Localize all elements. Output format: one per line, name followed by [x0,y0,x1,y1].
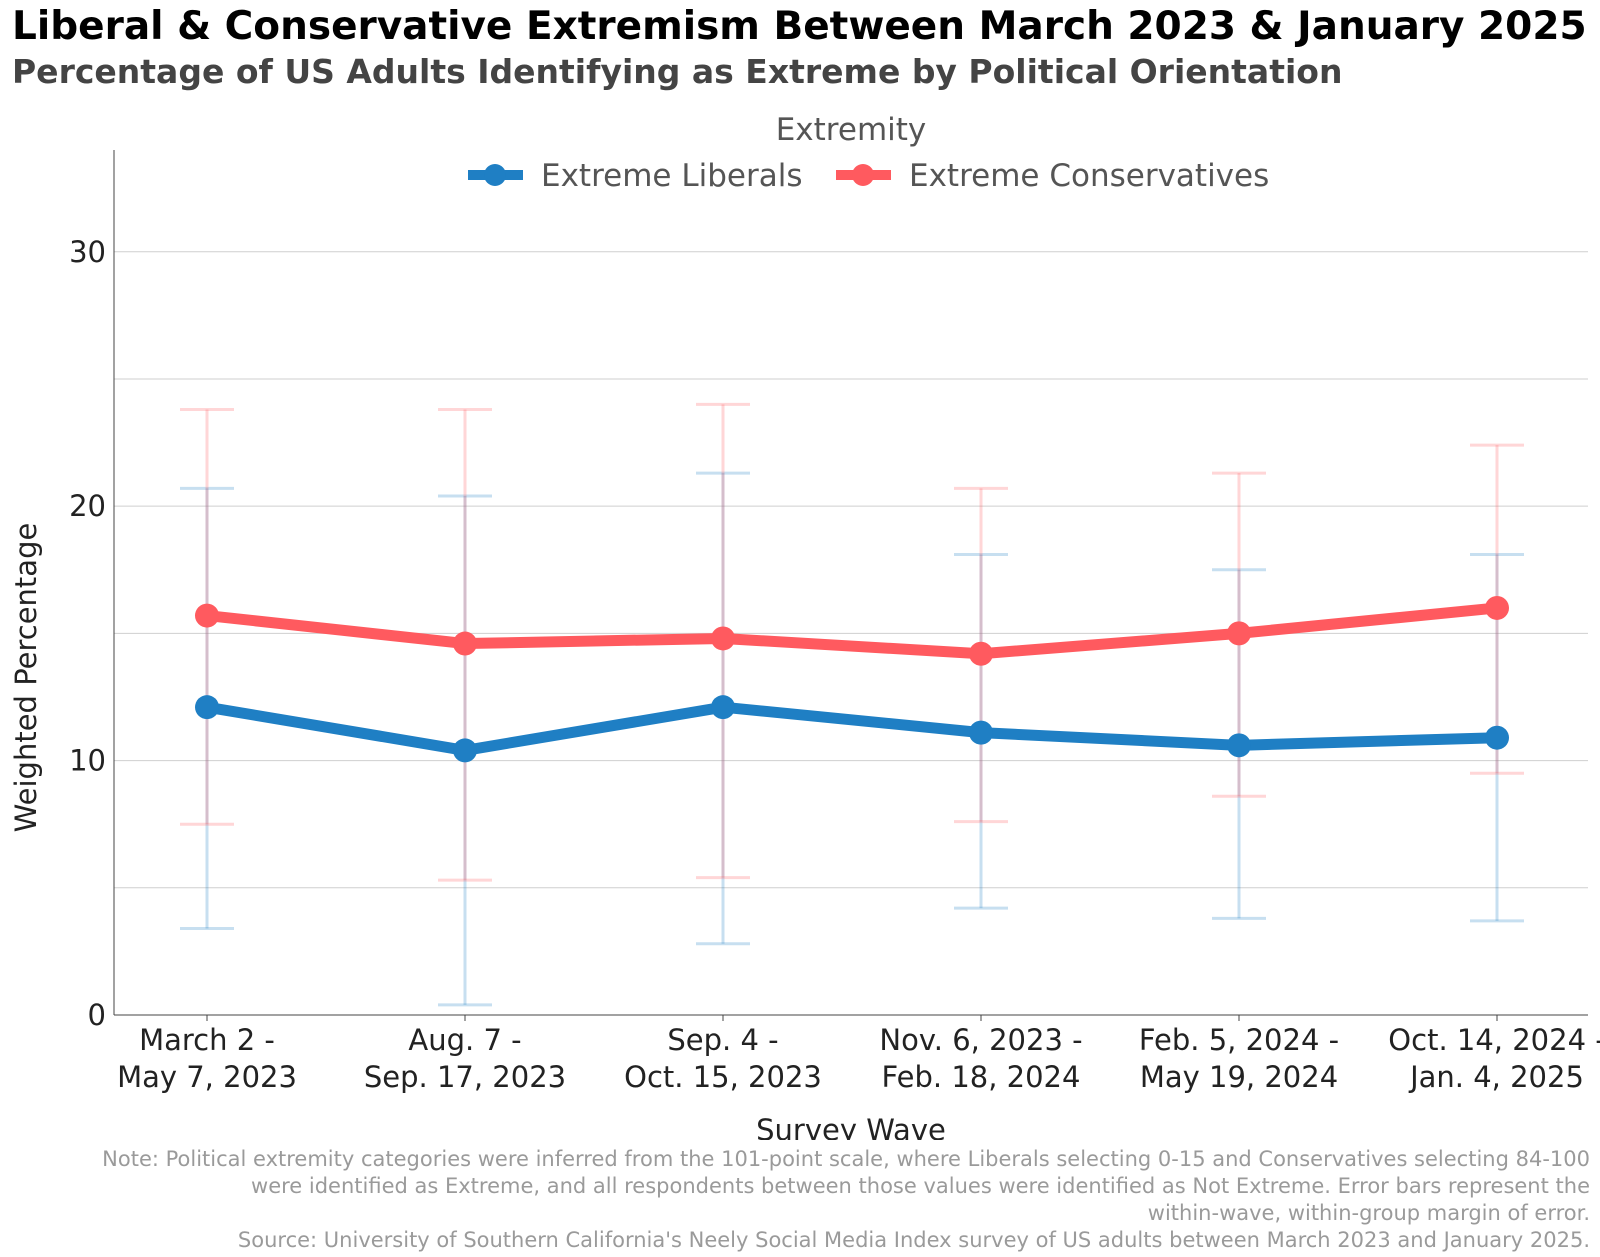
data-point [453,738,477,763]
x-tick-line: Sep. 17, 2023 [364,1060,566,1094]
data-point [1485,725,1509,750]
x-tick-line: Nov. 6, 2023 - [879,1023,1082,1057]
data-point [453,631,477,656]
data-point [195,603,219,628]
data-point [1485,595,1509,620]
series-line [201,701,1503,756]
axes [113,150,1588,1021]
chart-subtitle: Percentage of US Adults Identifying as E… [12,52,1343,91]
y-tick-label: 10 [69,744,106,778]
legend-label: Extreme Conservatives [909,158,1269,194]
data-point [969,641,993,666]
note-line-3: within-wave, within-group margin of erro… [1147,1201,1590,1225]
x-tick-label: Nov. 6, 2023 -Feb. 18, 2024 [879,1023,1082,1094]
series-line [201,602,1503,660]
x-axis-title: Survey Wave [756,1113,946,1140]
legend-swatch-marker [484,164,506,186]
chart-title: Liberal & Conservative Extremism Between… [12,4,1587,49]
x-tick-label: Aug. 7 -Sep. 17, 2023 [364,1023,566,1094]
error-bars [180,402,1524,1007]
x-tick-line: Oct. 14, 2024 - [1388,1023,1600,1057]
x-tick-label: Feb. 5, 2024 -May 19, 2024 [1139,1023,1339,1094]
x-tick-line: March 2 - [139,1023,275,1057]
x-tick-line: May 7, 2023 [117,1060,297,1094]
x-tick-line: Jan. 4, 2025 [1408,1060,1584,1094]
x-tick-line: Oct. 15, 2023 [624,1060,822,1094]
data-point [969,720,993,745]
legend-swatch-marker [852,164,874,186]
note-line-2: were identified as Extreme, and all resp… [251,1174,1590,1198]
legend: Extremity Extreme Liberals Extreme Conserv… [468,112,1269,194]
y-tick-label: 30 [69,235,106,269]
data-point [711,695,735,720]
x-tick-line: Feb. 5, 2024 - [1139,1023,1339,1057]
data-point [711,626,735,651]
x-tick-label: Sep. 4 -Oct. 15, 2023 [624,1023,822,1094]
x-tick-label: Oct. 14, 2024 -Jan. 4, 2025 [1388,1023,1600,1094]
source-line: Source: University of Southern Californi… [237,1228,1590,1252]
grid-lines [114,251,1588,889]
y-tick-label: 0 [88,998,106,1032]
y-axis-title: Weighted Percentage [9,523,43,833]
note-line-1: Note: Political extremity categories wer… [102,1147,1590,1171]
x-tick-line: May 19, 2024 [1140,1060,1338,1094]
data-point [195,695,219,720]
x-tick-label: March 2 -May 7, 2023 [117,1023,297,1094]
legend-label: Extreme Liberals [541,158,803,194]
series-lines [195,595,1509,763]
x-tick-line: Feb. 18, 2024 [882,1060,1081,1094]
data-point [1227,733,1251,758]
y-tick-label: 20 [69,489,106,523]
x-tick-line: Aug. 7 - [408,1023,521,1057]
legend-title: Extremity [776,112,927,148]
chart-note: Note: Political extremity categories wer… [10,1146,1590,1254]
data-point [1227,621,1251,646]
x-tick-line: Sep. 4 - [667,1023,778,1057]
